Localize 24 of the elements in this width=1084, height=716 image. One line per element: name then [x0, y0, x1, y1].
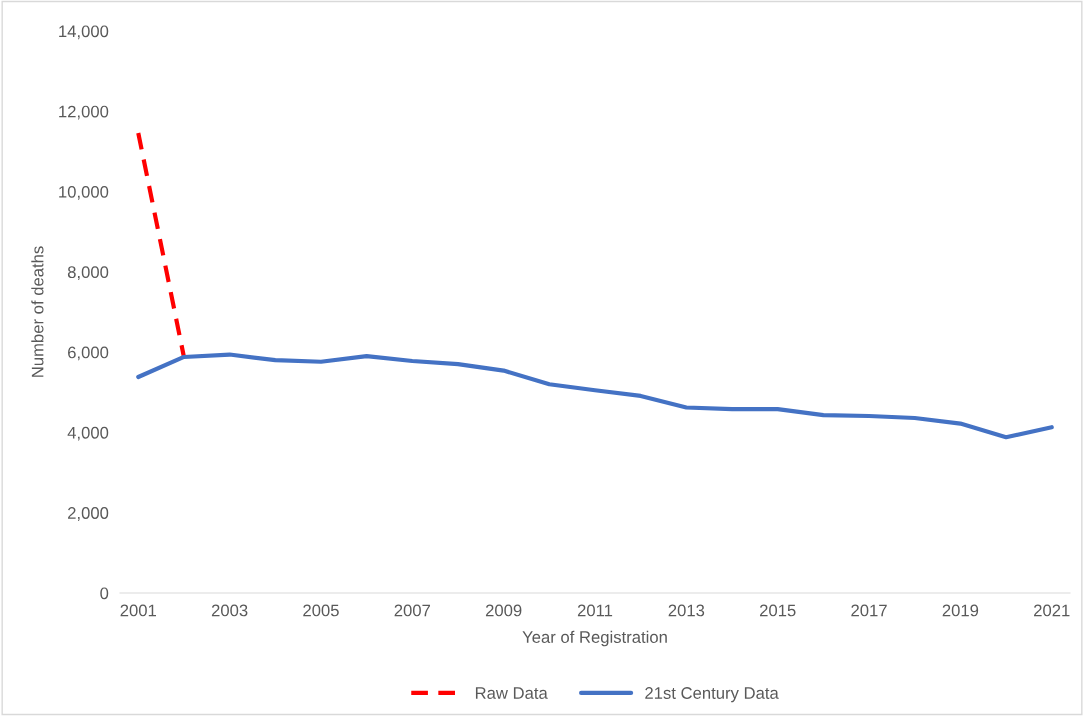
legend-label: 21st Century Data: [645, 687, 779, 703]
y-tick-label: 6,000: [68, 346, 109, 361]
x-tick-label: 2005: [303, 604, 339, 617]
x-tick-label: 2019: [942, 604, 979, 617]
line-series: [136, 352, 1054, 440]
y-tick-label: 0: [100, 587, 109, 600]
x-tick-label: 2021: [1034, 604, 1070, 617]
x-tick-label: 2003: [211, 604, 248, 617]
x-tick-label: 2009: [485, 604, 522, 617]
legend-label: Raw Data: [475, 687, 548, 699]
y-tick-label: 2,000: [68, 507, 109, 521]
x-tick-label: 2015: [759, 604, 796, 617]
x-tick-label: 2007: [394, 604, 431, 617]
y-tick-label: 12,000: [59, 105, 109, 120]
x-tick-label: 2017: [851, 604, 887, 617]
y-axis-title: Number of deaths: [31, 246, 44, 377]
x-axis-title: Year of Registration: [522, 630, 667, 647]
x-tick-label: 2013: [668, 604, 705, 617]
y-tick-label: 4,000: [67, 426, 109, 441]
y-tick-label: 10,000: [59, 185, 109, 200]
x-tick-label: 2011: [577, 604, 613, 617]
x-tick-label: 2001: [120, 604, 156, 617]
y-tick-label: 14,000: [59, 25, 109, 40]
y-tick-label: 8,000: [67, 266, 109, 281]
